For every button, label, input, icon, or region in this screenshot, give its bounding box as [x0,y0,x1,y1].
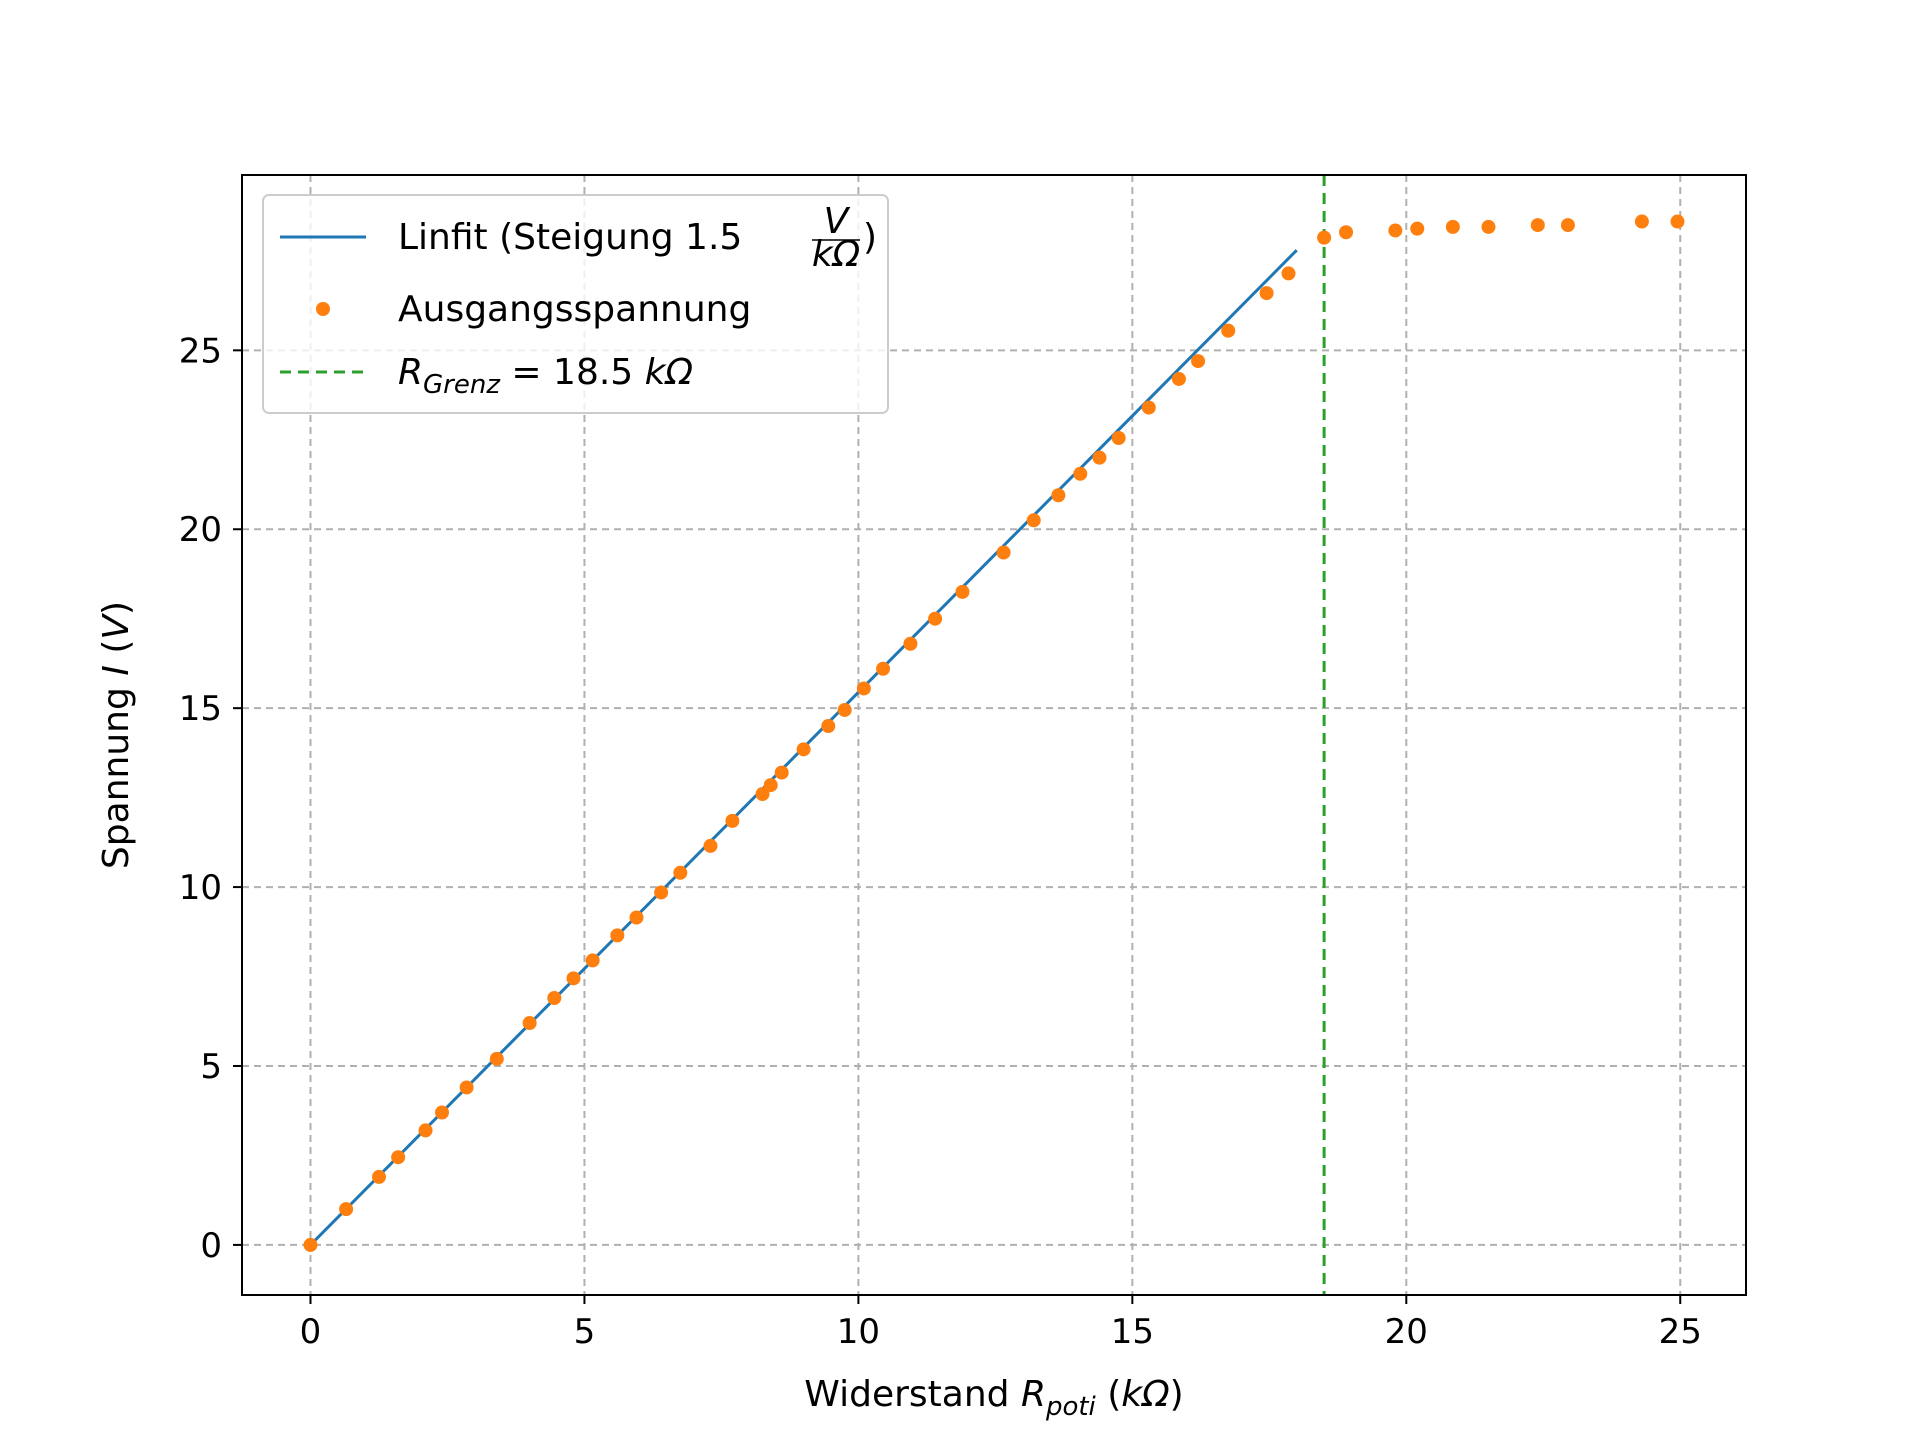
data-point [654,885,669,900]
data-point [1051,488,1066,503]
data-point [303,1237,318,1252]
data-point [821,719,836,734]
data-point [1530,218,1545,233]
y-tick-label: 15 [179,689,222,729]
legend-points-swatch [316,302,330,316]
data-point [1410,221,1425,236]
legend-fit-unit-denominator: kΩ [812,234,861,275]
legend: Linfit (Steigung 1.5 V kΩ ) Ausgangsspan… [262,194,889,414]
data-point [1339,225,1354,240]
data-point [459,1080,474,1095]
data-point [763,778,778,793]
data-point [434,1105,449,1120]
data-point [566,971,581,986]
data-point [1026,513,1041,528]
x-tick-label: 15 [1111,1312,1154,1352]
data-point [955,584,970,599]
data-point [629,910,644,925]
data-point [856,681,871,696]
y-tick-label: 0 [200,1226,222,1266]
data-point [1670,214,1685,229]
x-tick-label: 5 [574,1312,596,1352]
data-point [1317,230,1332,245]
legend-box [262,194,889,414]
x-tick-label: 10 [837,1312,880,1352]
data-point [489,1051,504,1066]
data-point [1481,219,1496,234]
data-point [725,813,740,828]
y-tick-label: 10 [179,868,222,908]
data-point [1634,214,1649,229]
legend-limit-label: RGrenz = 18.5 kΩ [398,352,693,400]
data-point [1141,400,1156,415]
data-point [928,611,943,626]
data-point [1171,371,1186,386]
data-point [418,1123,433,1138]
data-point [1111,431,1126,446]
data-point [371,1169,386,1184]
data-point [1092,450,1107,465]
y-tick-label: 20 [179,510,222,550]
data-point [903,636,918,651]
x-tick-label: 20 [1385,1312,1428,1352]
x-tick-label: 0 [300,1312,322,1352]
data-point [673,865,688,880]
data-point [391,1150,406,1165]
data-point [1388,223,1403,238]
data-point [755,787,770,802]
y-tick-label: 5 [200,1047,222,1087]
legend-fit-close-paren: ) [863,217,877,258]
data-point [1560,218,1575,233]
legend-fit-label: Linfit (Steigung 1.5 [398,217,742,258]
data-point [1191,354,1206,369]
plot-area [303,175,1685,1295]
data-point [1445,219,1460,234]
data-point [610,928,625,943]
legend-fit-unit-numerator: V [824,201,851,242]
x-tick-label: 25 [1659,1312,1702,1352]
legend-points-label: Ausgangsspannung [398,289,751,330]
data-point [547,991,562,1006]
data-point [339,1202,354,1217]
data-point [996,545,1011,560]
x-axis-label: Widerstand Rpoti (kΩ) [804,1374,1183,1422]
data-point [796,742,811,757]
data-point [1281,266,1296,281]
y-axis-label: Spannung I (V) [96,601,137,869]
data-point [522,1016,537,1031]
ticks: 0 5 10 15 20 25 0 5 10 15 20 25 [179,331,1702,1352]
data-point [1259,286,1274,301]
data-point [1221,323,1236,338]
data-point [876,661,891,676]
data-point [837,702,852,717]
data-point [1073,466,1088,481]
axes-frame [241,174,1747,1296]
data-point [703,838,718,853]
y-tick-label: 25 [179,331,222,371]
data-point [585,953,600,968]
data-point [774,765,789,780]
